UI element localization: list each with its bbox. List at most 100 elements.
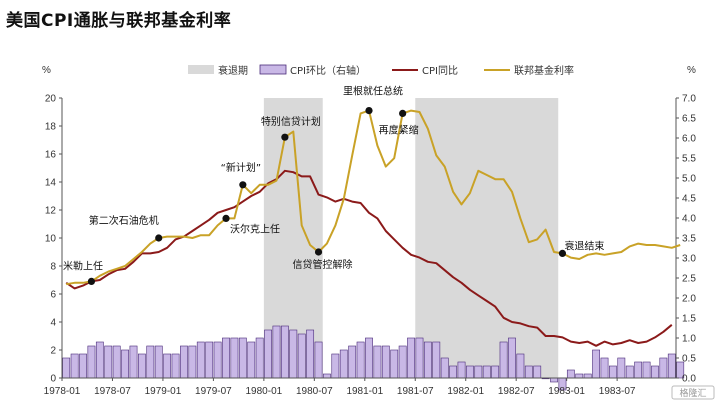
left-tick-label: 20 [45,94,57,105]
cpi-mom-bar [137,353,146,379]
annotation-label: 特别信贷计划 [261,115,321,128]
cpi-mom-bar [533,365,542,379]
cpi-mom-bar [617,357,626,379]
cpi-mom-bar [592,349,601,379]
x-tick-label: 1978-01 [44,386,81,397]
cpi-mom-bar [642,361,651,379]
cpi-mom-bar [407,337,415,379]
cpi-mom-bar [289,329,298,379]
annotation-dot [222,214,230,222]
x-tick-label: 1981-01 [346,386,383,397]
annotation-label: 再度紧缩 [379,123,419,136]
cpi-mom-bar [491,365,500,379]
cpi-mom-bar [213,341,222,379]
cpi-mom-bar [550,377,558,383]
right-tick-label: 1.0 [682,334,696,345]
x-tick-label: 1979-07 [195,386,232,397]
cpi-mom-bar [70,353,79,379]
right-tick-label: 4.5 [682,194,696,205]
left-tick-label: 2 [50,346,56,357]
cpi-mom-bar [508,337,516,379]
cpi-mom-bar [112,345,121,379]
cpi-yoy-line [65,169,673,347]
cpi-mom-bar [121,349,129,379]
x-tick-label: 1982-07 [498,386,535,397]
cpi-mom-bar [95,341,104,379]
right-tick-label: 5.0 [682,174,696,185]
left-tick-label: 12 [45,206,57,217]
fed-funds-rate-line [66,109,681,286]
cpi-mom-bar [280,325,289,379]
right-tick-label: 6.0 [682,134,696,145]
annotation-label: 第二次石油危机 [89,214,159,227]
cpi-mom-bar [348,345,357,379]
legend-label: CPI环比（右轴） [290,64,366,77]
left-tick-label: 8 [50,262,56,273]
watermark: 格隆汇 [671,385,715,400]
x-tick-label: 1981-07 [397,386,434,397]
right-tick-label: 0.0 [682,374,696,385]
cpi-mom-bar [499,341,508,379]
cpi-mom-bar [524,365,533,379]
cpi-mom-bar [381,345,390,379]
annotation-dot [365,107,373,115]
cpi-mom-bar [146,345,155,379]
legend-label: 联邦基金利率 [514,64,574,77]
cpi-mom-bar [440,357,449,379]
x-tick-label: 1983-01 [548,386,585,397]
right-tick-label: 7.0 [682,94,696,105]
legend-label: CPI同比 [422,65,458,77]
cpi-mom-bar [314,341,323,379]
legend-label: 衰退期 [218,64,248,77]
recession-band-1 [415,98,559,378]
cpi-mom-bar [331,353,340,379]
cpi-mom-bar [188,345,197,379]
cpi-mom-bar [306,329,315,379]
cpi-mom-bar [609,365,617,379]
cpi-mom-bar [196,341,205,379]
right-tick-label: 6.5 [682,114,696,125]
cpi-mom-bar [432,341,441,379]
x-tick-label: 1983-07 [599,386,636,397]
cpi-mom-bar [659,357,668,379]
cpi-mom-bar [482,365,491,379]
cpi-mom-bar [62,357,71,379]
annotation-dot [399,109,407,117]
cpi-mom-bar [205,341,214,379]
cpi-mom-bar [676,361,685,379]
cpi-mom-bar [667,353,676,379]
annotation-label: 信贷管控解除 [293,258,353,271]
x-tick-label: 1979-01 [145,386,182,397]
annotation-label: 里根就任总统 [343,85,403,98]
cpi-mom-bar [423,341,432,379]
x-tick-label: 1982-01 [447,386,484,397]
left-tick-label: 10 [45,234,57,245]
cpi-mom-bar [365,337,373,379]
cpi-mom-bar [373,345,382,379]
right-axis-unit: % [687,65,696,76]
legend-swatch-recession [188,65,214,74]
cpi-mom-bar [457,361,466,379]
cpi-mom-bar [398,345,407,379]
cpi-mom-bar [154,345,163,379]
annotation-dot [281,133,289,141]
right-tick-label: 4.0 [682,214,696,225]
cpi-mom-bar [516,353,525,379]
annotation-dot [87,277,96,285]
left-tick-label: 4 [50,318,56,329]
right-tick-label: 5.5 [682,154,696,165]
x-tick-label: 1978-07 [94,386,131,397]
annotation-dot [239,181,247,189]
cpi-mom-bar [415,337,424,379]
page-title: 美国CPI通胀与联邦基金利率 [6,11,232,31]
annotation-label: 米勒上任 [63,259,103,272]
cpi-mom-bar [625,365,634,379]
left-tick-label: 18 [45,122,57,133]
x-tick-label: 1980-07 [296,386,333,397]
cpi-mom-bar [651,365,659,379]
cpi-mom-bar [390,349,399,379]
cpi-mom-bar [79,353,87,379]
annotation-label: “新计划” [221,161,261,174]
cpi-mom-bar [171,353,180,379]
